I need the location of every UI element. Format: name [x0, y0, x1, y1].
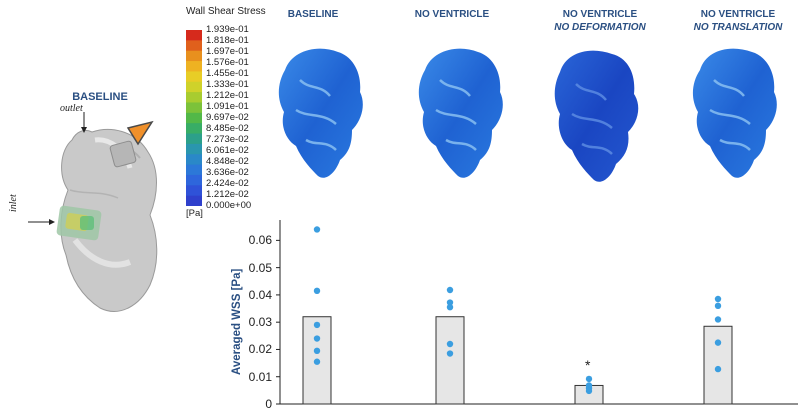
data-point [313, 287, 321, 295]
y-tick-label: 0.04 [248, 287, 272, 302]
data-point [714, 339, 722, 346]
y-tick-label: 0.05 [248, 260, 272, 275]
colorbar-label: 1.091e-01 [206, 101, 249, 112]
colorbar-segment [186, 154, 202, 166]
model-title-text: NO VENTRICLE [700, 9, 776, 20]
anatomy-title: BASELINE [72, 91, 128, 103]
bar [703, 325, 733, 405]
colorbar-segment [186, 30, 202, 41]
colorbar-segment [186, 112, 202, 124]
data-point [446, 299, 454, 306]
colorbar-segment [186, 71, 202, 83]
model-no-ventricle [418, 48, 503, 178]
colorbar-segment [186, 81, 202, 93]
colorbar-label: 8.485e-02 [206, 123, 249, 134]
outlet-label: outlet [60, 103, 83, 114]
model-subtitle-text: NO TRANSLATION [693, 22, 783, 33]
colorbar-label: 1.697e-01 [206, 46, 249, 57]
model-title-baseline: BASELINE [243, 8, 383, 21]
colorbar-segment [186, 195, 202, 206]
data-point [714, 316, 722, 323]
colorbar-segment [186, 164, 202, 176]
colorbar-segment [186, 40, 202, 52]
data-point [313, 335, 321, 342]
significance-star: * [585, 356, 591, 373]
colorbar-segment [186, 50, 202, 62]
model-no-deformation [554, 50, 639, 182]
colorbar-label: 1.939e-01 [206, 24, 249, 35]
data-point [313, 358, 321, 365]
legend-unit: [Pa] [186, 208, 203, 219]
colorbar-label: 6.061e-02 [206, 145, 249, 156]
data-point [313, 321, 321, 329]
data-point [585, 387, 593, 395]
legend-title: Wall Shear Stress [186, 6, 266, 17]
data-point [585, 375, 593, 383]
y-tick-label: 0.02 [248, 342, 272, 357]
colorbar-label: 1.818e-01 [206, 35, 249, 46]
data-point [714, 295, 722, 303]
y-tick-label: 0.06 [248, 233, 272, 248]
model-renderings [278, 48, 777, 182]
colorbar-label: 7.273e-02 [206, 134, 249, 145]
data-point [714, 302, 722, 310]
colorbar-segment [186, 185, 202, 197]
inlet-wss-patch [56, 205, 102, 241]
model-title-no-translation: NO VENTRICLE NO TRANSLATION [668, 8, 800, 34]
anatomy-illustration [28, 112, 158, 312]
data-point [313, 347, 321, 355]
data-point [446, 340, 454, 348]
orange-pointer-icon [126, 120, 154, 146]
data-point [446, 303, 454, 311]
colorbar-label: 1.576e-01 [206, 57, 249, 68]
y-tick-label: 0.01 [248, 369, 272, 384]
bar [435, 316, 465, 405]
y-tick-label: 0.03 [248, 315, 272, 330]
colorbar-segment [186, 123, 202, 135]
colorbar-label: 0.000e+00 [206, 200, 252, 211]
colorbar-segment [186, 61, 202, 72]
colorbar-segment [186, 92, 202, 103]
model-title-text: NO VENTRICLE [414, 9, 490, 20]
colorbar-label: 1.333e-01 [206, 79, 249, 90]
colorbar-label: 1.455e-01 [206, 68, 249, 79]
colorbar-segment [186, 143, 202, 155]
data-point [446, 350, 454, 357]
model-no-translation [692, 48, 777, 178]
y-tick-label: 0 [265, 397, 272, 411]
model-title-no-deformation: NO VENTRICLE NO DEFORMATION [530, 8, 670, 34]
data-point [714, 365, 722, 373]
data-point [313, 226, 321, 233]
colorbar-label: 3.636e-02 [206, 167, 249, 178]
outlet-arrow [81, 112, 87, 133]
colorbar-segment [186, 133, 202, 145]
left-atrium-model [60, 129, 158, 312]
colorbar-segment [186, 102, 202, 114]
data-point [446, 286, 454, 294]
colorbar-label: 1.212e-01 [206, 90, 249, 101]
colorbar-label: 4.848e-02 [206, 156, 249, 167]
model-subtitle-text: NO DEFORMATION [554, 22, 646, 33]
model-baseline [278, 48, 363, 178]
model-title-no-ventricle: NO VENTRICLE [382, 8, 522, 21]
model-title-text: BASELINE [287, 9, 339, 20]
inlet-arrow [28, 219, 55, 225]
colorbar [186, 30, 202, 206]
colorbar-segment [186, 174, 202, 186]
model-title-text: NO VENTRICLE [562, 9, 638, 20]
colorbar-label: 1.212e-02 [206, 189, 249, 200]
colorbar-label: 9.697e-02 [206, 112, 249, 123]
colorbar-label: 2.424e-02 [206, 178, 249, 189]
